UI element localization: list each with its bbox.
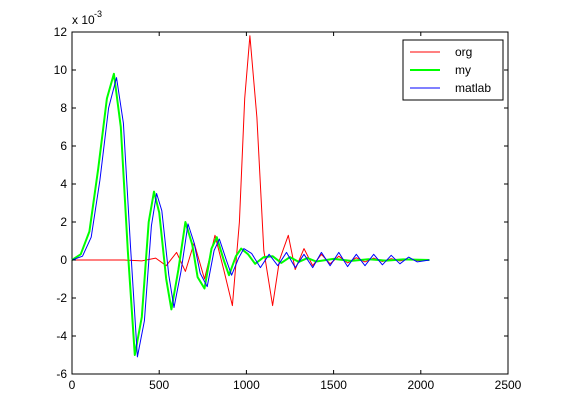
y-tick-label: 10 — [54, 63, 68, 77]
x-tick-label: 2500 — [495, 378, 522, 392]
legend-label-matlab: matlab — [455, 81, 491, 95]
y-tick-label: 2 — [60, 215, 67, 229]
y-tick-label: 0 — [60, 253, 67, 267]
x-tick-label: 1000 — [233, 378, 260, 392]
series-line-matlab — [71, 77, 430, 358]
y-tick-label: 8 — [60, 101, 67, 115]
y-tick-label: -4 — [56, 329, 67, 343]
legend: org my matlab — [402, 39, 504, 101]
x-axis-ticks: 0 500 1000 1500 2000 2500 — [69, 32, 522, 392]
y-multiplier-base: x 10 — [72, 13, 95, 27]
y-tick-label: 6 — [60, 139, 67, 153]
y-axis-multiplier: x 10 -3 — [72, 9, 102, 27]
y-tick-label: -6 — [56, 367, 67, 381]
y-tick-label: -2 — [56, 291, 67, 305]
x-tick-label: 2000 — [407, 378, 434, 392]
x-tick-label: 1500 — [320, 378, 347, 392]
x-tick-label: 500 — [149, 378, 169, 392]
legend-label-org: org — [455, 45, 472, 59]
legend-label-my: my — [455, 63, 471, 77]
series-layer — [71, 35, 430, 358]
series-line-my — [71, 72, 430, 356]
y-tick-label: 12 — [54, 25, 68, 39]
y-axis-ticks: -6 -4 -2 0 2 4 6 8 10 12 — [54, 25, 508, 381]
y-tick-label: 4 — [60, 177, 67, 191]
x-tick-label: 0 — [69, 378, 76, 392]
y-multiplier-exponent: -3 — [94, 9, 102, 19]
